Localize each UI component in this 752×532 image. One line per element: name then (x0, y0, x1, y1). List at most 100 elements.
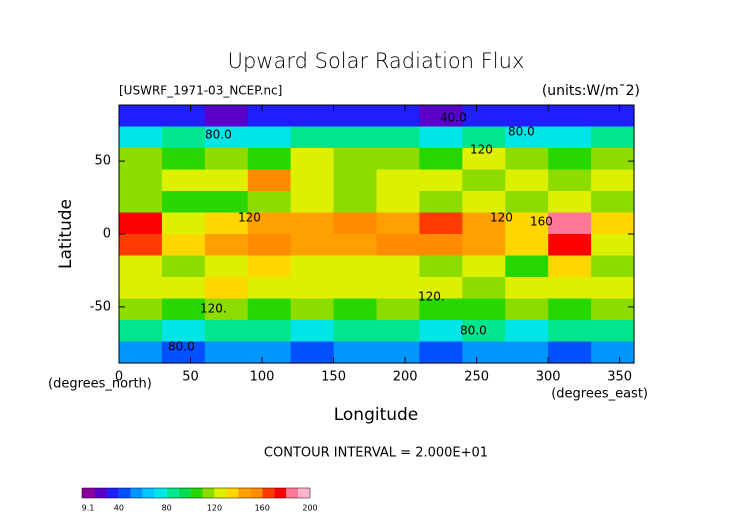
contour-label: 120. (200, 302, 227, 316)
field-cell (376, 126, 421, 149)
field-cell (462, 148, 506, 171)
colorbar-segment (95, 488, 107, 498)
field-cell (161, 212, 206, 235)
colorbar-label: 160 (255, 504, 270, 513)
colorbar-label: 40 (114, 504, 124, 513)
field-cell (119, 169, 163, 192)
field-cell (505, 277, 549, 300)
field-cell (462, 255, 506, 278)
field-cell (247, 255, 292, 278)
field-cell (548, 212, 592, 235)
colorbar-segment (238, 488, 251, 498)
field-cell (505, 191, 549, 214)
field-cell (419, 341, 463, 364)
field-cell (119, 320, 163, 343)
y-tick-label: 50 (94, 154, 111, 169)
field-cell (161, 148, 206, 171)
field-cell (505, 212, 549, 235)
field-cell (333, 169, 378, 192)
field-cell (247, 298, 292, 321)
field-cell (161, 320, 206, 343)
field-cell (119, 212, 163, 235)
field-cell (376, 277, 421, 300)
field-cell (204, 341, 249, 364)
field-cell (204, 148, 249, 171)
field-cell (419, 298, 463, 321)
contour-label: 80.0 (205, 128, 232, 142)
subtitle: [USWRF_1971-03_NCEP.nc] (119, 84, 282, 98)
colorbar-label: 9.1 (82, 504, 95, 513)
x-tick-label: 0 (115, 370, 123, 385)
colorbar-segment (178, 488, 191, 498)
field-cell (247, 234, 292, 257)
colorbar-label: 80 (162, 504, 172, 513)
field-cell (290, 320, 335, 343)
x-tick-label: 250 (464, 370, 489, 385)
field-cell (419, 277, 463, 300)
field-cell (161, 255, 206, 278)
field-cell (119, 277, 163, 300)
field-cell (548, 341, 592, 364)
field-cell (419, 255, 463, 278)
field-cell (161, 298, 206, 321)
colorbar-segment (118, 488, 131, 498)
field-cell (333, 298, 378, 321)
field-cell (548, 234, 592, 257)
field-cell (290, 298, 335, 321)
field-cell (161, 277, 206, 300)
field-cell (462, 212, 506, 235)
field-cell (290, 105, 335, 128)
field-cell (376, 298, 421, 321)
y-axis-label: Latitude (56, 199, 76, 269)
field-cell (290, 169, 335, 192)
field-cell (548, 105, 592, 128)
field-cell (204, 212, 249, 235)
field-cell (462, 277, 506, 300)
field-cell (333, 255, 378, 278)
field-cell (247, 191, 292, 214)
field-cell (591, 255, 635, 278)
field-cell (376, 255, 421, 278)
field-cell (204, 234, 249, 257)
field-cell (247, 341, 292, 364)
field-cell (161, 105, 206, 128)
colorbar-label: 120 (207, 504, 222, 513)
field-cell (247, 212, 292, 235)
x-tick-label: 150 (321, 370, 346, 385)
field-cell (119, 341, 163, 364)
field-cell (161, 169, 206, 192)
field-cell (376, 234, 421, 257)
field-cell (505, 298, 549, 321)
contour-label: 80.0 (460, 324, 487, 338)
field-cell (290, 341, 335, 364)
field-cell (591, 234, 635, 257)
x-tick-label: 200 (393, 370, 418, 385)
x-tick-label: 100 (250, 370, 275, 385)
field-cell (376, 148, 421, 171)
field-cell (376, 105, 421, 128)
colorbar-segment (214, 488, 227, 498)
field-cell (204, 169, 249, 192)
field-cell (462, 320, 506, 343)
field-cell (548, 320, 592, 343)
field-cell (462, 126, 506, 149)
field-cell (119, 105, 163, 128)
field-cell (333, 191, 378, 214)
colorbar-segment (274, 488, 287, 498)
colorbar-segment (298, 488, 310, 498)
field-cell (161, 126, 206, 149)
field-cell (333, 234, 378, 257)
field-cell (505, 126, 549, 149)
field-cell (505, 341, 549, 364)
field-cell (591, 212, 635, 235)
field-cell (591, 298, 635, 321)
colorbar-segment (166, 488, 179, 498)
y-tick-label: 0 (103, 227, 111, 242)
colorbar-segment (82, 488, 96, 498)
field-cell (204, 255, 249, 278)
colorbar-segment (154, 488, 167, 498)
field-cell (548, 148, 592, 171)
y-unit: (degrees_north) (48, 377, 152, 392)
colorbar-segment (202, 488, 215, 498)
field-cell (505, 234, 549, 257)
